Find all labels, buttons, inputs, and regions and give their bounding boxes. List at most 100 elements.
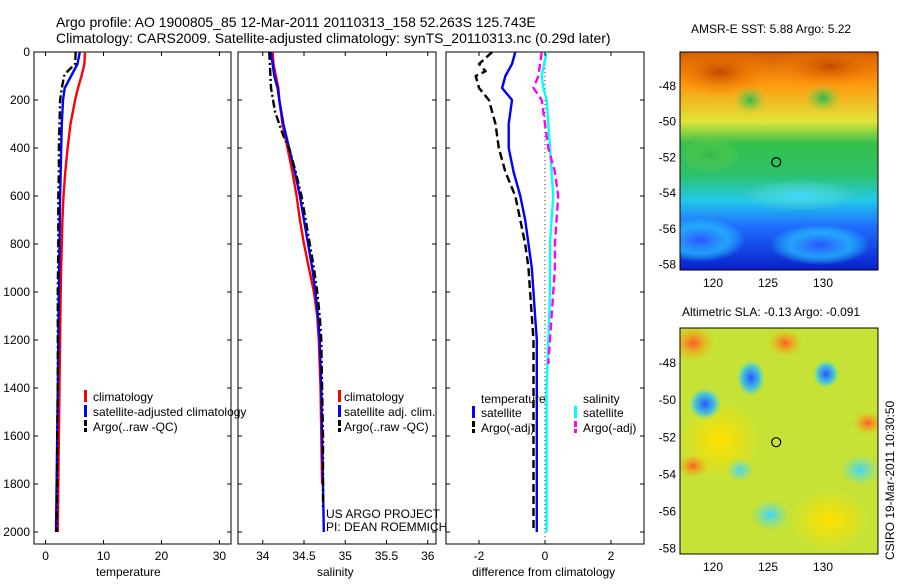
sla-blue-patch: [813, 360, 839, 388]
sst-cyan-patch: [740, 179, 860, 211]
legend-swatch-climatology: [338, 390, 341, 402]
legend-swatch-temp-satellite: [472, 406, 475, 418]
legend-heading-salinity: salinity: [583, 392, 620, 406]
depth-tick-label: 800: [10, 237, 30, 251]
legend-swatch-satellite: [338, 405, 341, 417]
sla-lon-tick-label: 130: [813, 560, 833, 574]
legend-label-satellite: satellite adj. clim.: [344, 405, 435, 419]
sst-green-patch: [680, 137, 740, 173]
legend-swatch-temp-argo: [472, 421, 475, 427]
sla-map: [680, 328, 878, 554]
salinity-series-line: [269, 51, 325, 533]
project-name-text: US ARGO PROJECT: [326, 507, 441, 521]
legend-label-argo: Argo(..raw -QC): [93, 420, 178, 434]
profile-lines-layer: [54, 51, 560, 544]
sst-green-patch: [805, 84, 841, 112]
sst-lat-tick-label: -50: [659, 115, 677, 129]
sst-lat-tick-label: -52: [659, 150, 677, 164]
legend-label-argo: Argo(..raw -QC): [344, 420, 429, 434]
temperature-x-tick-label: 10: [97, 549, 111, 563]
legend-swatch-argo: [84, 420, 87, 426]
difference-series-line: [532, 51, 560, 365]
salinity-x-tick-label: 34: [256, 549, 270, 563]
sla-lon-tick-label: 120: [703, 560, 723, 574]
difference-x-tick-label: -2: [474, 549, 485, 563]
difference-series-line: [540, 51, 555, 532]
legend-swatch-argo-b: [338, 428, 341, 432]
figure-title-line2: Climatology: CARS2009. Satellite-adjuste…: [56, 30, 611, 46]
legend-swatch-sal-satellite: [574, 406, 577, 418]
sla-cyan-patch: [840, 454, 878, 486]
legend-label-climatology: climatology: [93, 390, 153, 404]
sla-cyan-patch: [750, 499, 790, 531]
sla-blue-patch: [737, 360, 765, 396]
legend-swatch-climatology: [84, 390, 87, 402]
legend-swatch-argo-b: [84, 428, 87, 432]
difference-x-tick-label: 2: [608, 549, 615, 563]
salinity-x-tick-label: 35.5: [375, 549, 399, 563]
depth-tick-label: 0: [23, 45, 30, 59]
footer-credit: CSIRO 19-Mar-2011 10:30:50: [883, 400, 897, 560]
depth-tick-label: 200: [10, 93, 30, 107]
depth-tick-label: 2000: [3, 525, 30, 539]
temperature-x-tick-label: 30: [213, 549, 227, 563]
sla-cyan-patch: [726, 458, 754, 482]
sla-lat-tick-label: -48: [659, 356, 677, 370]
sst-map-frame: [679, 51, 879, 271]
legend-label-sal-satellite: satellite: [583, 406, 624, 420]
project-pi-text: PI: DEAN ROEMMICH: [326, 520, 447, 534]
salinity-x-tick-label: 34.5: [292, 549, 316, 563]
temperature-panel-frame: [33, 51, 232, 545]
sst-map: [680, 52, 878, 270]
legend-label-satellite: satellite-adjusted climatology: [93, 405, 246, 419]
salinity-x-tick-label: 36: [421, 549, 435, 563]
sst-lat-tick-label: -54: [659, 186, 677, 200]
salinity-legend: climatology satellite adj. clim. Argo(..…: [338, 390, 435, 434]
sla-yellow-patch: [790, 490, 870, 550]
legend-swatch-satellite: [84, 405, 87, 417]
temperature-series-line: [55, 51, 77, 533]
depth-tick-label: 1000: [3, 285, 30, 299]
difference-legend: temperature satellite Argo(-adj) salinit…: [472, 392, 636, 435]
legend-swatch-sal-argo-b: [574, 429, 577, 433]
legend-swatch-temp-argo-b: [472, 429, 475, 433]
sla-map-title: Altimetric SLA: -0.13 Argo: -0.091: [682, 305, 860, 319]
salinity-series-line: [271, 51, 324, 485]
sst-map-title: AMSR-E SST: 5.88 Argo: 5.22: [691, 22, 851, 36]
sla-lat-tick-label: -52: [659, 430, 677, 444]
sst-lat-tick-label: -48: [659, 79, 677, 93]
sla-lat-tick-label: -54: [659, 467, 677, 481]
legend-label-temp-satellite: satellite: [481, 406, 522, 420]
sla-red-patch: [680, 328, 715, 361]
temperature-axis-label: temperature: [96, 565, 161, 579]
depth-tick-label: 400: [10, 141, 30, 155]
figure-title-line1: Argo profile: AO 1900805_85 12-Mar-2011 …: [56, 14, 536, 30]
sst-lon-tick-label: 125: [758, 276, 778, 290]
sst-lat-tick-label: -56: [659, 222, 677, 236]
sst-green-patch: [734, 86, 766, 114]
sla-blue-patch: [689, 388, 721, 420]
sla-profile-marker: [771, 437, 782, 448]
legend-label-climatology: climatology: [344, 390, 404, 404]
depth-tick-label: 600: [10, 189, 30, 203]
sla-lat-tick-label: -50: [659, 393, 677, 407]
difference-axis-label: difference from climatology: [472, 565, 615, 579]
sla-lat-tick-label: -56: [659, 504, 677, 518]
temperature-series-line: [56, 51, 87, 533]
salinity-axis-label: salinity: [317, 565, 354, 579]
difference-x-tick-label: 0: [542, 549, 549, 563]
sst-profile-marker: [771, 157, 782, 168]
sst-lon-tick-label: 130: [813, 276, 833, 290]
legend-swatch-sal-argo: [574, 421, 577, 427]
sst-lat-tick-label: -58: [659, 258, 677, 272]
legend-label-temp-argo: Argo(-adj): [481, 421, 534, 435]
sst-blue-patch: [770, 225, 870, 265]
sst-warm-patch: [775, 52, 878, 88]
sla-red-patch: [767, 329, 803, 357]
depth-tick-label: 1400: [3, 381, 30, 395]
sla-red-patch: [852, 411, 878, 435]
difference-series-line: [500, 51, 538, 532]
depth-tick-label: 1800: [3, 477, 30, 491]
temperature-x-tick-label: 20: [155, 549, 169, 563]
